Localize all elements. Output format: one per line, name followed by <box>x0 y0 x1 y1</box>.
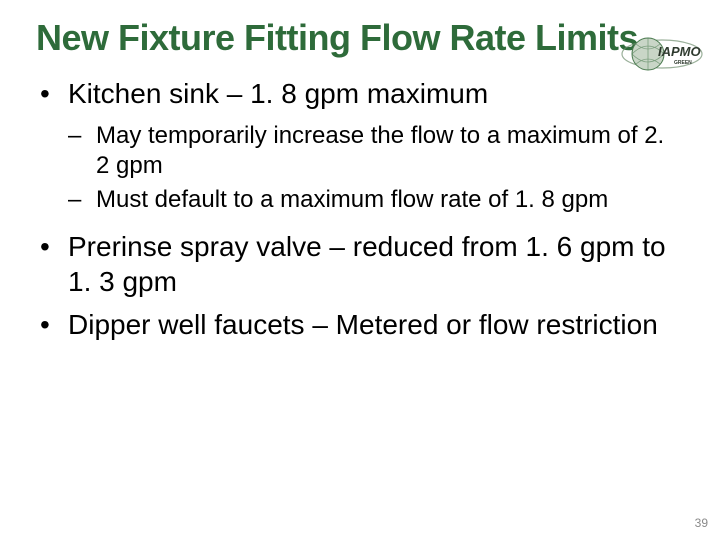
sub-list: May temporarily increase the flow to a m… <box>68 121 684 215</box>
sub-bullet-item: May temporarily increase the flow to a m… <box>68 121 684 181</box>
slide-body: Kitchen sink – 1. 8 gpm maximum May temp… <box>36 76 684 342</box>
logo-text-sub: GREEN <box>674 60 692 66</box>
page-number: 39 <box>695 516 708 530</box>
bullet-item: Prerinse spray valve – reduced from 1. 6… <box>36 229 684 299</box>
sub-bullet-text: Must default to a maximum flow rate of 1… <box>96 186 608 213</box>
sub-bullet-text: May temporarily increase the flow to a m… <box>96 122 664 179</box>
bullet-text: Prerinse spray valve – reduced from 1. 6… <box>68 231 666 297</box>
slide: IAPMO GREEN New Fixture Fitting Flow Rat… <box>0 0 720 540</box>
logo-text-main: IAPMO <box>658 44 701 59</box>
slide-title: New Fixture Fitting Flow Rate Limits <box>36 18 684 58</box>
bullet-text: Kitchen sink – 1. 8 gpm maximum <box>68 78 488 109</box>
bullet-text: Dipper well faucets – Metered or flow re… <box>68 309 658 340</box>
iapmo-logo: IAPMO GREEN <box>618 28 706 80</box>
sub-bullet-item: Must default to a maximum flow rate of 1… <box>68 185 684 215</box>
bullet-item: Kitchen sink – 1. 8 gpm maximum May temp… <box>36 76 684 215</box>
bullet-list: Kitchen sink – 1. 8 gpm maximum May temp… <box>36 76 684 342</box>
bullet-item: Dipper well faucets – Metered or flow re… <box>36 307 684 342</box>
